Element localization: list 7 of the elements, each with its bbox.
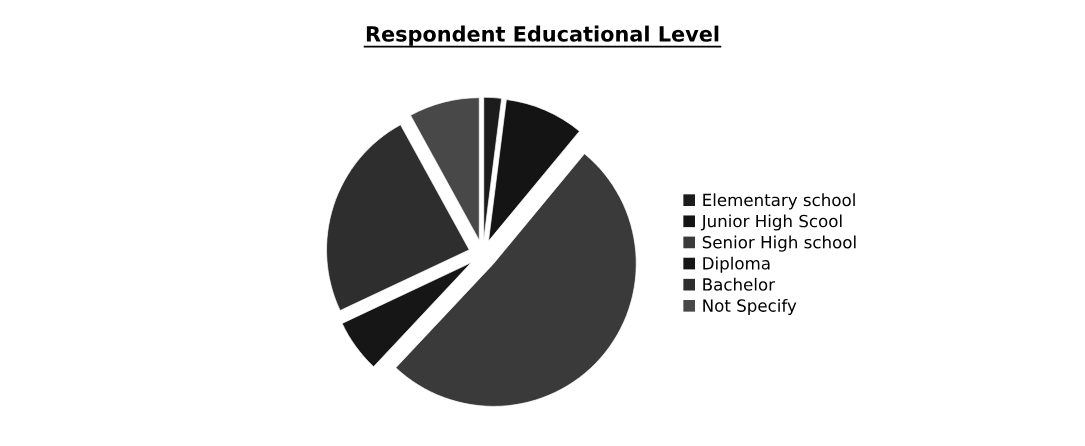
- legend-label: Junior High Scool: [700, 214, 842, 231]
- chart-title: Respondent Educational Level: [366, 25, 719, 46]
- legend-label: Not Specify: [703, 298, 797, 316]
- legend-label: Elementary school: [703, 193, 855, 210]
- legend-label: Bachelor: [703, 277, 775, 291]
- legend-label: Diploma: [703, 256, 770, 273]
- legend-label: Senior High school: [702, 235, 856, 252]
